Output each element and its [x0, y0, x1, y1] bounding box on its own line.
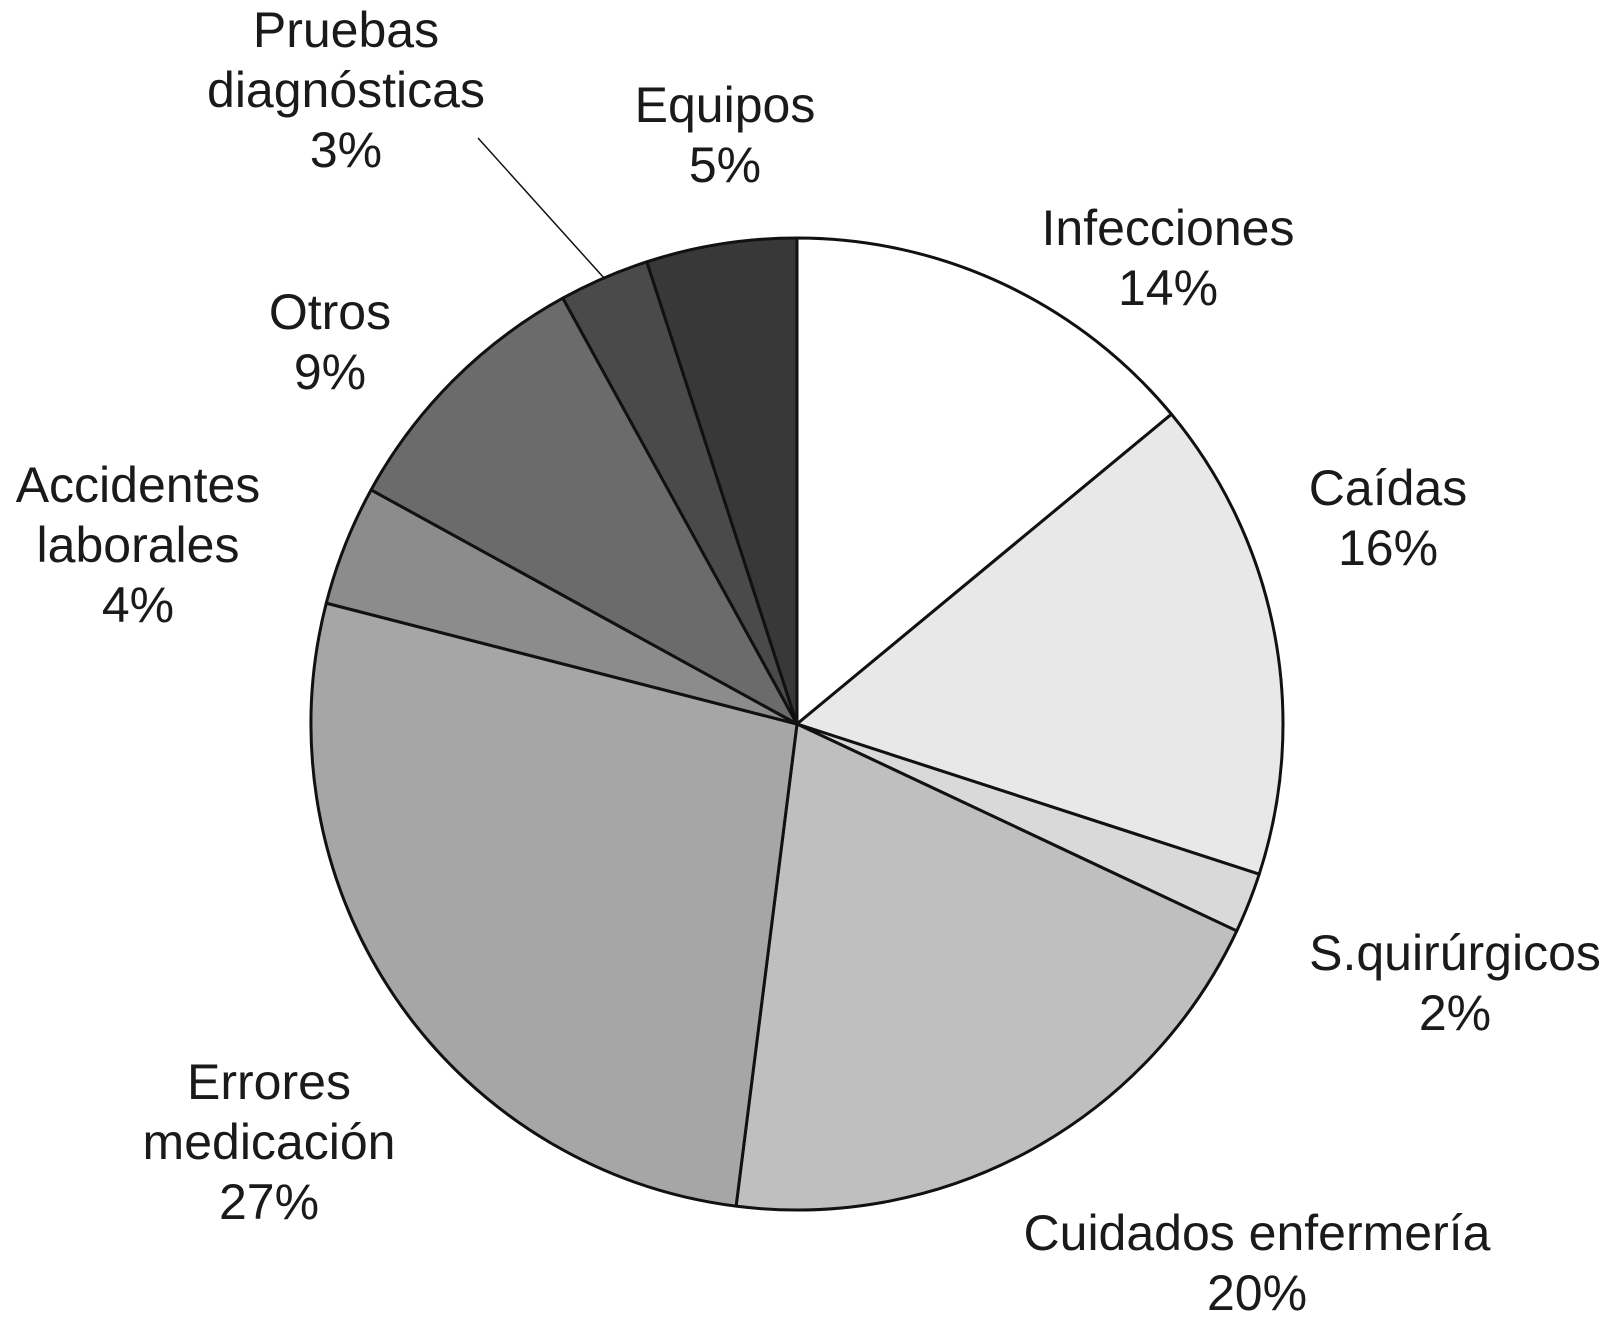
slice-name-accidentes-laborales: laborales: [37, 517, 240, 573]
slice-name-errores-medicacion: medicación: [143, 1114, 396, 1170]
slice-value-errores-medicacion: 27%: [219, 1174, 319, 1230]
pie-slice-otros: [369, 296, 799, 726]
pie-slice-equipos: [645, 236, 799, 726]
slice-name-infecciones: Infecciones: [1042, 200, 1295, 256]
slice-value-cuidados-enfermeria: 20%: [1207, 1265, 1307, 1321]
slice-name-caidas: Caídas: [1309, 460, 1467, 516]
pie-slice-cuidados-enfermeria: [734, 722, 1239, 1212]
slice-label-caidas: Caídas 16%: [1309, 460, 1467, 576]
leader-lines: [477, 137, 605, 279]
slice-label-infecciones: Infecciones 14%: [1042, 200, 1295, 316]
pie-slice-caidas: [795, 412, 1285, 876]
slice-name-otros: Otros: [269, 284, 391, 340]
slice-name-s-quirurgicos: S.quirúrgicos: [1309, 925, 1601, 981]
slice-name-pruebas-diagnosticas: Pruebas: [253, 2, 439, 58]
slice-name-accidentes-laborales: Accidentes: [16, 457, 261, 513]
slice-label-errores-medicacion: Errores medicación 27%: [143, 1054, 396, 1230]
slice-name-errores-medicacion: Errores: [187, 1054, 351, 1110]
slice-label-equipos: Equipos 5%: [635, 77, 816, 193]
slice-value-pruebas-diagnosticas: 3%: [310, 122, 382, 178]
slice-label-s-quirurgicos: S.quirúrgicos 2%: [1309, 925, 1601, 1041]
slice-value-infecciones: 14%: [1118, 260, 1218, 316]
slice-value-otros: 9%: [294, 344, 366, 400]
slice-label-accidentes-laborales: Accidentes laborales 4%: [16, 457, 261, 633]
leader-line-pruebas-diagnosticas: [477, 137, 605, 279]
slice-labels: Infecciones 14% Caídas 16% S.quirúrgicos 2% Cu…: [16, 2, 1601, 1321]
slice-label-pruebas-diagnosticas: Pruebas diagnósticas 3%: [207, 2, 485, 178]
slice-value-accidentes-laborales: 4%: [102, 577, 174, 633]
pie-slices: [309, 236, 1285, 1212]
slice-value-equipos: 5%: [689, 137, 761, 193]
slice-value-s-quirurgicos: 2%: [1419, 985, 1491, 1041]
slice-name-equipos: Equipos: [635, 77, 816, 133]
slice-name-pruebas-diagnosticas: diagnósticas: [207, 62, 485, 118]
pie-slice-errores-medicacion: [309, 601, 799, 1208]
slice-value-caidas: 16%: [1338, 520, 1438, 576]
slice-name-cuidados-enfermeria: Cuidados enfermería: [1024, 1205, 1491, 1261]
pie-slice-infecciones: [795, 236, 1173, 726]
slice-label-otros: Otros 9%: [269, 284, 391, 400]
slice-label-cuidados-enfermeria: Cuidados enfermería 20%: [1024, 1205, 1491, 1321]
